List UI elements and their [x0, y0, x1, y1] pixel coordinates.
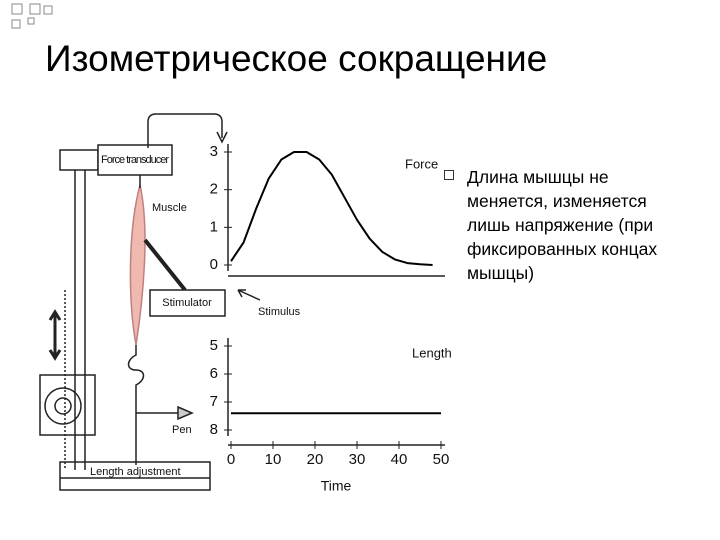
x-tick-label: 50	[433, 451, 450, 468]
y-tick-label: 6	[210, 365, 218, 382]
x-tick-label: 0	[227, 451, 235, 468]
bullet-text: Длина мышцы не меняется, изменяется лишь…	[467, 167, 658, 283]
chart-title: Force	[405, 156, 438, 171]
label: Length adjustment	[90, 466, 181, 478]
y-tick-label: 1	[210, 218, 218, 235]
x-tick-label: 30	[349, 451, 366, 468]
y-tick-label: 8	[210, 421, 218, 438]
apparatus	[39, 113, 261, 491]
label: Pen	[172, 424, 192, 436]
slide-title: Изометрическое сокращение	[45, 38, 548, 79]
data-line	[230, 151, 433, 266]
x-axis-label: Time	[321, 478, 352, 494]
x-tick-label: 40	[391, 451, 408, 468]
label: Stimulator	[162, 297, 212, 309]
y-tick-label: 3	[210, 143, 218, 160]
decor	[11, 3, 53, 29]
y-tick-label: 0	[210, 256, 218, 273]
label: Muscle	[152, 202, 187, 214]
y-tick-label: 2	[210, 181, 218, 198]
chart-title: Length	[412, 345, 452, 360]
y-tick-label: 5	[210, 337, 218, 354]
bullet-marker	[444, 170, 454, 180]
x-tick-label: 10	[265, 451, 282, 468]
label: Force transducer	[101, 154, 169, 166]
label: Stimulus	[258, 306, 301, 318]
x-tick-label: 20	[307, 451, 324, 468]
y-tick-label: 7	[210, 393, 218, 410]
